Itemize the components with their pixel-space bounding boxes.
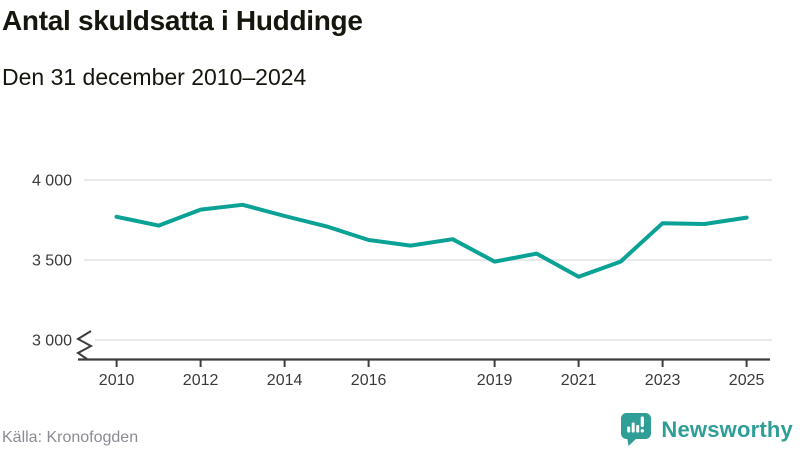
x-axis-ticks: [115, 360, 748, 367]
y-axis-break-icon: [75, 330, 94, 360]
x-axis-label: 2025: [729, 372, 765, 389]
newsworthy-logo-icon: [621, 413, 652, 446]
bar-3-icon: [636, 425, 640, 433]
x-axis-label: 2012: [183, 372, 219, 389]
bar-2-icon: [632, 422, 636, 433]
data-series: [114, 202, 749, 279]
source-note: Källa: Kronofogden: [2, 429, 139, 446]
exclamation-dot-icon: [641, 429, 645, 433]
x-axis-label: 2010: [99, 372, 135, 389]
chart-subtitle: Den 31 december 2010–2024: [2, 64, 307, 90]
chart-header: Antal skuldsatta i Huddinge Den 31 decem…: [2, 0, 363, 91]
x-axis-label: 2019: [477, 372, 513, 389]
y-axis-label: 3 500: [32, 253, 72, 270]
x-axis-labels: 2010 2012 2014 2016 2019 2021 2023 2025: [99, 372, 765, 389]
x-axis-label: 2016: [351, 372, 387, 389]
x-axis-label: 2023: [645, 372, 681, 389]
y-axis-labels: 4 000 3 500 3 000: [32, 173, 72, 350]
x-axis-label: 2014: [267, 372, 303, 389]
y-axis-label: 3 000: [32, 333, 72, 350]
bar-1-icon: [627, 426, 631, 433]
x-axis-label: 2021: [561, 372, 597, 389]
newsworthy-logo: Newsworthy: [620, 412, 793, 447]
exclamation-bar-icon: [641, 416, 645, 427]
chart-title: Antal skuldsatta i Huddinge: [2, 5, 363, 36]
data-line: [114, 202, 749, 279]
newsworthy-logo-text: Newsworthy: [661, 416, 793, 442]
gridlines: [84, 179, 772, 341]
y-axis-label: 4 000: [32, 173, 72, 190]
